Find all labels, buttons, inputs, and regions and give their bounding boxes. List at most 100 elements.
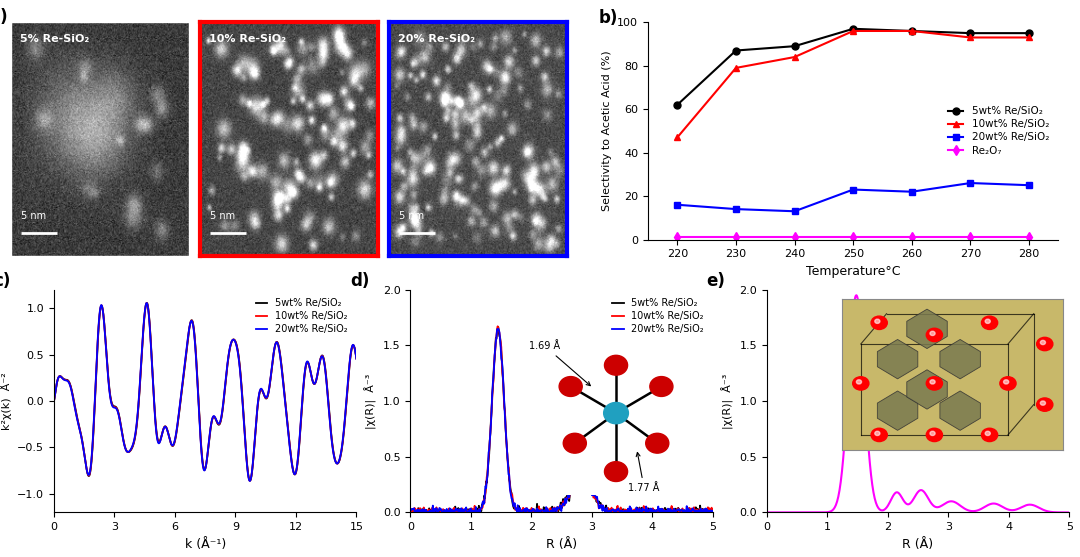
10wt% Re/SiO₂	[905, 28, 918, 35]
Re₂O₇	[905, 234, 918, 241]
Legend: 5wt% Re/SiO₂, 10wt% Re/SiO₂, 20wt% Re/SiO₂, Re₂O₇: 5wt% Re/SiO₂, 10wt% Re/SiO₂, 20wt% Re/Si…	[944, 102, 1053, 160]
10wt% Re/SiO₂	[79, 455, 92, 462]
5wt% Re/SiO₂	[847, 26, 860, 32]
5wt% Re/SiO₂	[905, 28, 918, 35]
5wt% Re/SiO₂	[171, 429, 184, 436]
Line: 10wt% Re/SiO₂: 10wt% Re/SiO₂	[674, 27, 1032, 141]
20wt% Re/SiO₂	[700, 506, 713, 512]
Line: 20wt% Re/SiO₂: 20wt% Re/SiO₂	[54, 303, 356, 481]
5wt% Re/SiO₂	[671, 101, 684, 108]
20wt% Re/SiO₂	[140, 300, 153, 306]
10wt% Re/SiO₂	[404, 509, 417, 515]
20wt% Re/SiO₂	[79, 455, 92, 462]
5wt% Re/SiO₂	[289, 470, 302, 476]
20wt% Re/SiO₂	[585, 488, 598, 495]
20wt% Re/SiO₂	[671, 202, 684, 208]
Text: 5 nm: 5 nm	[211, 211, 235, 221]
20wt% Re/SiO₂	[706, 508, 719, 515]
20wt% Re/SiO₂	[788, 208, 801, 214]
5wt% Re/SiO₂	[706, 506, 719, 512]
5wt% Re/SiO₂	[404, 508, 417, 515]
Re₂O₇	[788, 234, 801, 241]
Text: a): a)	[0, 8, 8, 26]
Line: 5wt% Re/SiO₂: 5wt% Re/SiO₂	[674, 25, 1032, 108]
10wt% Re/SiO₂	[847, 28, 860, 35]
20wt% Re/SiO₂	[491, 325, 504, 332]
5wt% Re/SiO₂	[700, 507, 713, 514]
10wt% Re/SiO₂	[181, 338, 194, 345]
10wt% Re/SiO₂	[584, 485, 597, 492]
20wt% Re/SiO₂	[905, 188, 918, 195]
20wt% Re/SiO₂	[964, 180, 977, 187]
5wt% Re/SiO₂	[140, 300, 153, 306]
Re₂O₇	[671, 234, 684, 241]
10wt% Re/SiO₂	[491, 323, 504, 330]
10wt% Re/SiO₂	[284, 449, 297, 456]
10wt% Re/SiO₂	[620, 509, 633, 516]
Text: 5 nm: 5 nm	[22, 211, 46, 221]
Y-axis label: Selectivity to Acetic Acid (%): Selectivity to Acetic Acid (%)	[602, 51, 611, 211]
Line: 5wt% Re/SiO₂: 5wt% Re/SiO₂	[410, 327, 713, 512]
10wt% Re/SiO₂	[243, 477, 256, 484]
20wt% Re/SiO₂	[551, 504, 564, 510]
5wt% Re/SiO₂	[243, 477, 256, 484]
20wt% Re/SiO₂	[569, 480, 582, 487]
5wt% Re/SiO₂	[568, 484, 581, 491]
5wt% Re/SiO₂	[584, 486, 597, 492]
Line: 5wt% Re/SiO₂: 5wt% Re/SiO₂	[54, 303, 356, 481]
5wt% Re/SiO₂	[550, 507, 563, 514]
Text: 20% Re-SiO₂: 20% Re-SiO₂	[397, 34, 475, 44]
Legend: 5wt% Re/SiO₂, 10wt% Re/SiO₂, 20wt% Re/SiO₂: 5wt% Re/SiO₂, 10wt% Re/SiO₂, 20wt% Re/Si…	[252, 295, 351, 338]
Legend: 5wt% Re/SiO₂, 10wt% Re/SiO₂, 20wt% Re/SiO₂: 5wt% Re/SiO₂, 10wt% Re/SiO₂, 20wt% Re/Si…	[608, 295, 707, 338]
Line: 10wt% Re/SiO₂: 10wt% Re/SiO₂	[54, 303, 356, 481]
10wt% Re/SiO₂	[706, 507, 719, 514]
Text: 5 nm: 5 nm	[400, 211, 424, 221]
Y-axis label: |χ(R)|  Å⁻³: |χ(R)| Å⁻³	[721, 373, 733, 429]
20wt% Re/SiO₂	[440, 509, 453, 516]
Re₂O₇	[1023, 234, 1036, 241]
10wt% Re/SiO₂	[964, 34, 977, 41]
20wt% Re/SiO₂	[243, 477, 256, 484]
20wt% Re/SiO₂	[256, 387, 269, 393]
5wt% Re/SiO₂	[549, 509, 562, 515]
10wt% Re/SiO₂	[550, 506, 563, 512]
10wt% Re/SiO₂	[1023, 34, 1036, 41]
10wt% Re/SiO₂	[289, 469, 302, 476]
10wt% Re/SiO₂	[171, 428, 184, 434]
5wt% Re/SiO₂	[653, 507, 666, 514]
5wt% Re/SiO₂	[79, 455, 92, 461]
10wt% Re/SiO₂	[256, 387, 269, 394]
5wt% Re/SiO₂	[181, 339, 194, 345]
Line: 20wt% Re/SiO₂: 20wt% Re/SiO₂	[410, 329, 713, 512]
20wt% Re/SiO₂	[653, 508, 666, 515]
20wt% Re/SiO₂	[181, 338, 194, 344]
5wt% Re/SiO₂	[788, 43, 801, 50]
10wt% Re/SiO₂	[700, 509, 713, 515]
Text: 10% Re-SiO₂: 10% Re-SiO₂	[208, 34, 286, 44]
5wt% Re/SiO₂	[1023, 30, 1036, 36]
20wt% Re/SiO₂	[289, 469, 302, 476]
10wt% Re/SiO₂	[549, 504, 562, 511]
Line: 10wt% Re/SiO₂: 10wt% Re/SiO₂	[410, 326, 713, 512]
10wt% Re/SiO₂	[788, 53, 801, 60]
5wt% Re/SiO₂	[729, 47, 742, 54]
Re₂O₇	[729, 234, 742, 241]
20wt% Re/SiO₂	[171, 427, 184, 433]
20wt% Re/SiO₂	[1023, 182, 1036, 188]
20wt% Re/SiO₂	[350, 355, 363, 362]
5wt% Re/SiO₂	[491, 324, 504, 330]
10wt% Re/SiO₂	[568, 485, 581, 491]
X-axis label: k (Å⁻¹): k (Å⁻¹)	[185, 538, 226, 551]
20wt% Re/SiO₂	[404, 507, 417, 514]
X-axis label: Temperature°C: Temperature°C	[806, 265, 901, 278]
5wt% Re/SiO₂	[350, 355, 363, 361]
20wt% Re/SiO₂	[847, 186, 860, 193]
5wt% Re/SiO₂	[48, 398, 60, 404]
10wt% Re/SiO₂	[48, 398, 60, 404]
5wt% Re/SiO₂	[284, 448, 297, 455]
X-axis label: R (Å): R (Å)	[903, 538, 933, 551]
5wt% Re/SiO₂	[964, 30, 977, 36]
Text: 5% Re-SiO₂: 5% Re-SiO₂	[19, 34, 89, 44]
10wt% Re/SiO₂	[350, 355, 363, 362]
Text: d): d)	[350, 272, 369, 290]
